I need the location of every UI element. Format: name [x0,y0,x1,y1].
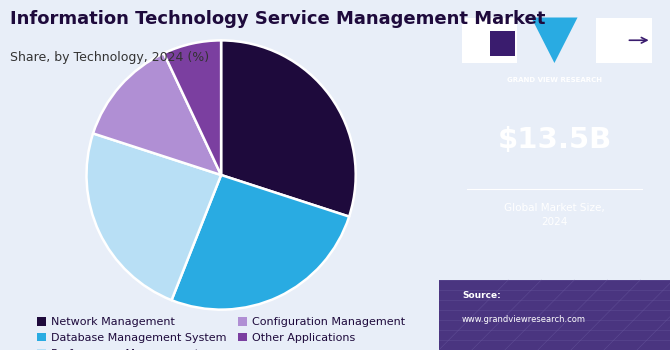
FancyBboxPatch shape [462,18,517,63]
Polygon shape [531,18,578,63]
FancyBboxPatch shape [596,18,651,63]
Wedge shape [172,175,349,310]
FancyBboxPatch shape [490,31,515,47]
Text: $13.5B: $13.5B [497,126,612,154]
Wedge shape [86,133,221,300]
Text: www.grandviewresearch.com: www.grandviewresearch.com [462,315,586,324]
Wedge shape [221,40,356,217]
Wedge shape [163,40,221,175]
Text: Share, by Technology, 2024 (%): Share, by Technology, 2024 (%) [10,51,209,64]
Text: Information Technology Service Management Market: Information Technology Service Managemen… [10,10,545,28]
Wedge shape [93,53,221,175]
Text: Source:: Source: [462,290,500,300]
FancyBboxPatch shape [490,46,515,56]
Text: Global Market Size,
2024: Global Market Size, 2024 [504,203,605,227]
Text: GRAND VIEW RESEARCH: GRAND VIEW RESEARCH [507,77,602,83]
FancyBboxPatch shape [439,280,670,350]
Legend: Network Management, Database Management System, Performance Management, Configur: Network Management, Database Management … [34,314,409,350]
